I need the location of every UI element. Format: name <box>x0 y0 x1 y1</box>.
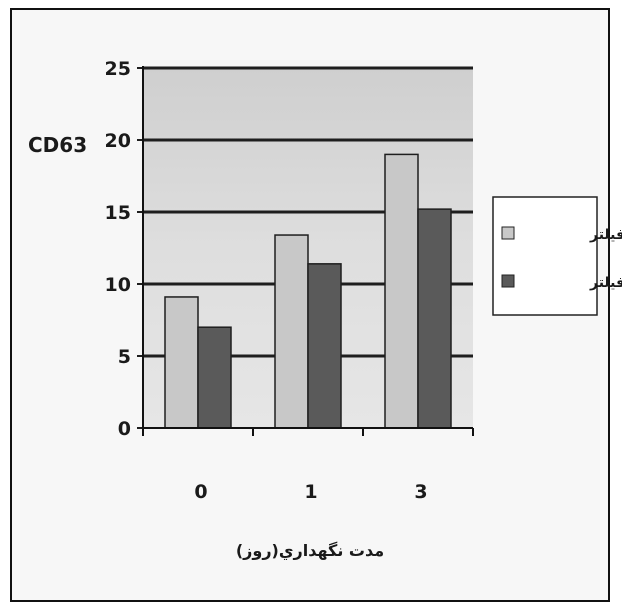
y-tick-label: 20 <box>105 130 131 152</box>
x-tick-label: 0 <box>194 481 207 503</box>
x-tick-label: 3 <box>414 481 427 503</box>
x-tick-label: 1 <box>304 481 317 503</box>
bars <box>164 153 452 429</box>
bar-before-3 <box>384 153 419 429</box>
legend-box <box>492 196 598 316</box>
bar-before-1 <box>274 234 309 429</box>
y-tick-label: 25 <box>105 58 131 80</box>
y-axis-label: CD63 <box>28 133 87 157</box>
bar-after-3 <box>417 208 452 429</box>
y-tick-label: 10 <box>105 274 131 296</box>
axes <box>137 66 474 436</box>
legend-swatch-before <box>501 226 515 240</box>
bar-after-1 <box>307 263 342 429</box>
legend-label-before: قبل از فیلتر <box>589 227 622 243</box>
y-tick-label: 5 <box>118 346 131 368</box>
legend-label-after: بعد از فیلتر <box>589 275 622 291</box>
legend-swatch-after <box>501 274 515 288</box>
bar-before-0 <box>164 296 199 429</box>
x-axis-label: مدت نگهداري(روز) <box>236 541 384 561</box>
y-tick-label: 0 <box>118 418 131 440</box>
tick-labels: 0 5 10 15 20 25 0 1 3 <box>105 58 428 503</box>
legend: قبل از فیلتر بعد از فیلتر <box>492 196 622 316</box>
y-tick-label: 15 <box>105 202 131 224</box>
bar-after-0 <box>197 326 232 429</box>
